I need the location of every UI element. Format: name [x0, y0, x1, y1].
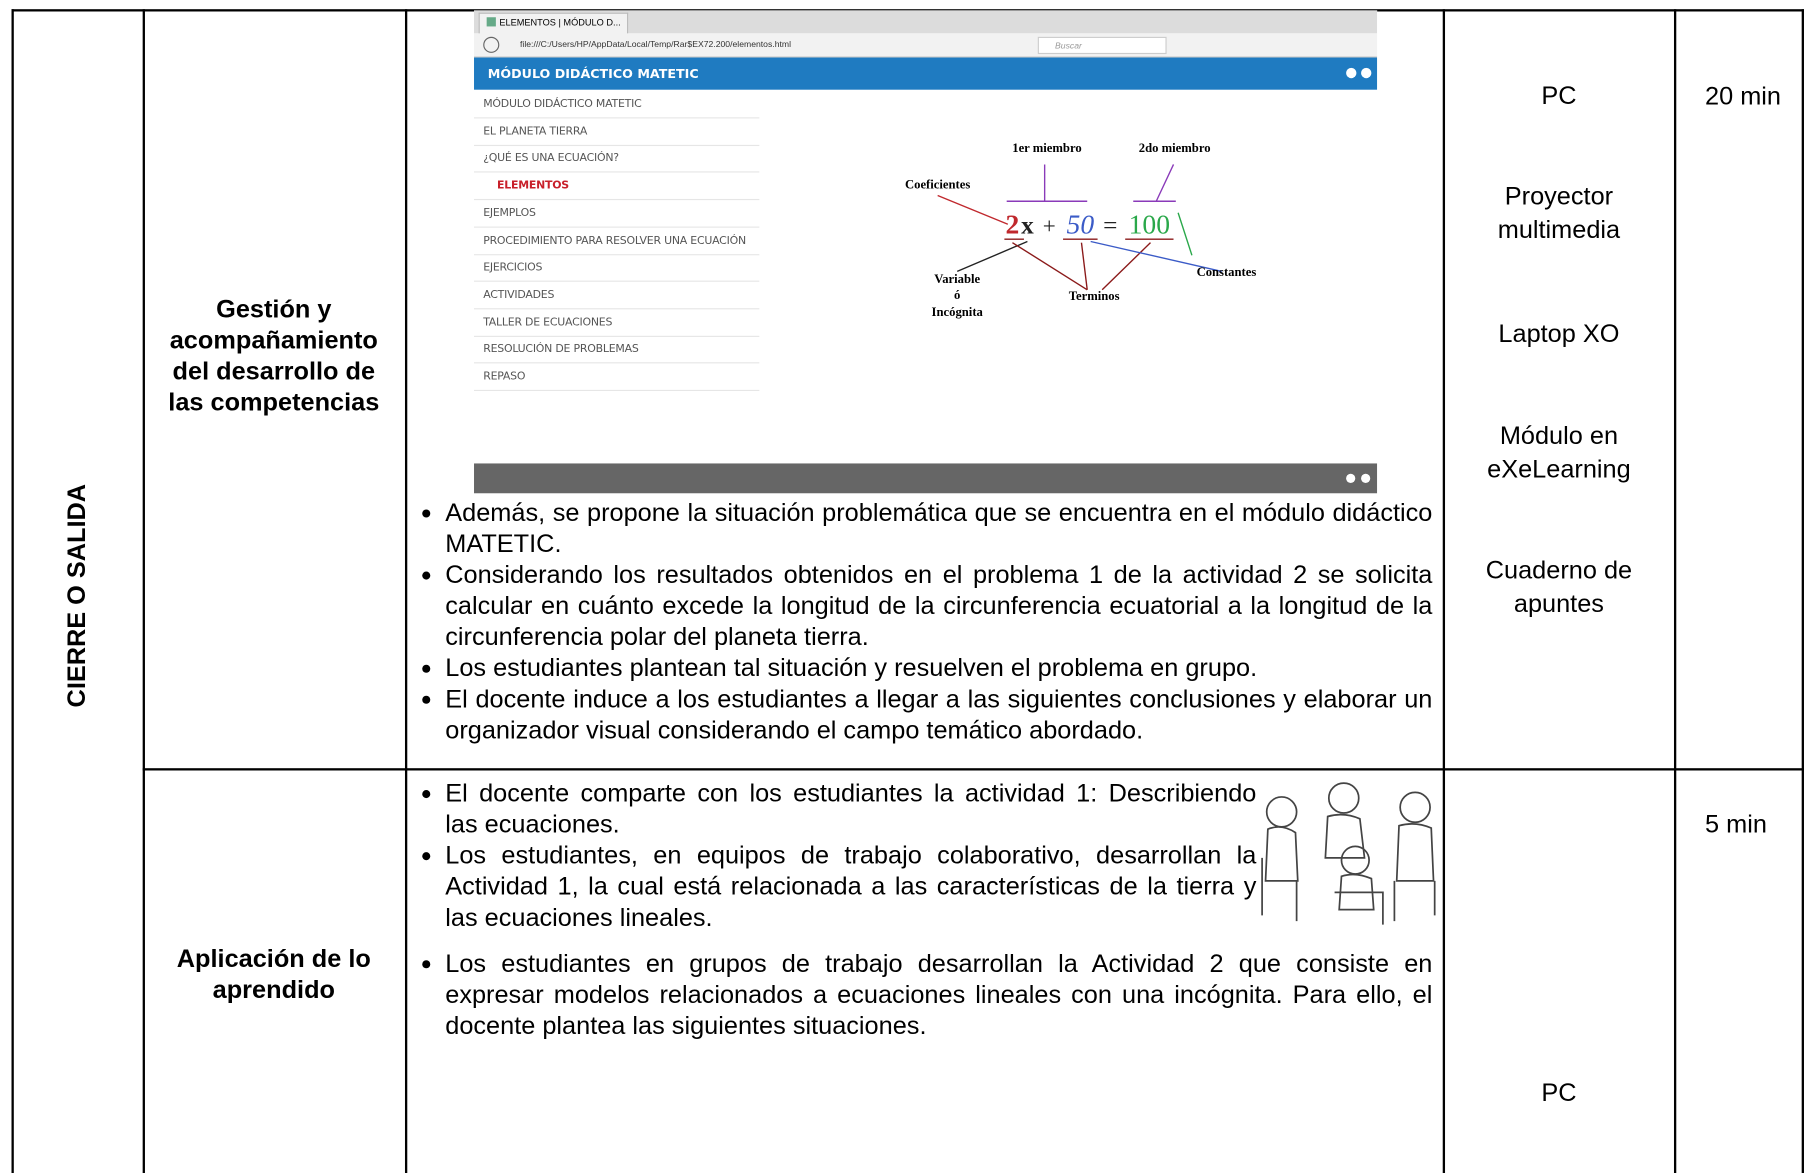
table-border — [142, 768, 1804, 770]
bracket — [1133, 164, 1176, 202]
menu-item: ELEMENTOS — [474, 174, 760, 201]
menu-item: EJEMPLOS — [474, 201, 760, 228]
activity: El docente induce a los estudiantes a ll… — [445, 683, 1432, 745]
pointer-line — [1177, 212, 1193, 256]
module-title: MÓDULO DIDÁCTICO MATETIC — [487, 66, 699, 82]
phase-label: CIERRE O SALIDA — [62, 483, 91, 708]
back-button[interactable] — [483, 36, 500, 53]
resource: Proyector multimedia — [1497, 181, 1621, 244]
label: ó — [954, 288, 960, 302]
browser-tabbar — [474, 10, 1378, 34]
activity: El docente comparte con los estudiantes … — [445, 777, 1256, 839]
pointer-line — [956, 240, 1028, 273]
menu-item: EL PLANETA TIERRA — [474, 119, 760, 146]
info-icon[interactable] — [1346, 67, 1357, 79]
menu-item: EJERCICIOS — [474, 256, 760, 282]
activity: Los estudiantes plantean tal situación y… — [445, 652, 1432, 683]
label: Variable — [934, 272, 980, 286]
label: 2do miembro — [1139, 141, 1211, 155]
menu-item: ACTIVIDADES — [474, 283, 760, 310]
table-border — [1442, 9, 1445, 1173]
children-illustration — [1261, 782, 1436, 925]
table-border — [11, 9, 1804, 11]
module-header: MÓDULO DIDÁCTICO MATETIC — [474, 57, 1378, 90]
resource: Cuaderno de apuntes — [1485, 555, 1633, 618]
label: Terminos — [1069, 289, 1120, 303]
activity: Los estudiantes, en equipos de trabajo c… — [445, 840, 1256, 933]
menu-item: RESOLUCIÓN DE PROBLEMAS — [474, 337, 760, 364]
activity: Los estudiantes en grupos de trabajo des… — [445, 948, 1432, 1041]
equation-diagram: 1er miembro 2do miembro Coeficientes Con… — [905, 141, 1257, 319]
pointer-line — [937, 194, 1009, 225]
time: 20 min — [1705, 81, 1782, 111]
browser-tab: ELEMENTOS | MÓDULO D... — [478, 12, 629, 35]
tab-icon — [486, 17, 496, 27]
table-border — [1673, 9, 1676, 1173]
table-border — [1801, 9, 1804, 1173]
equation-part: + — [1043, 213, 1056, 238]
menu-item: ¿QUÉ ES UNA ECUACIÓN? — [474, 146, 760, 173]
table-border — [404, 9, 407, 1173]
resource: Módulo en eXeLearning — [1487, 420, 1631, 483]
url: file:///C:/Users/HP/AppData/Local/Temp/R… — [520, 39, 792, 50]
process-label: Gestión y acompañamiento del desarrollo … — [168, 294, 380, 417]
process-label: Aplicación de lo aprendido — [176, 944, 371, 1004]
equation-part: 50 — [1067, 208, 1095, 239]
activity-list: Los estudiantes en grupos de trabajo des… — [420, 948, 1432, 1041]
module-footer — [474, 463, 1378, 494]
menu-item: REPASO — [474, 365, 760, 391]
prev-button[interactable] — [1346, 473, 1356, 483]
browser-toolbar: file:///C:/Users/HP/AppData/Local/Temp/R… — [474, 33, 1378, 58]
screenshot: ELEMENTOS | MÓDULO D... file:///C:/Users… — [474, 10, 1378, 494]
label: Incógnita — [932, 305, 984, 319]
menu-item: TALLER DE ECUACIONES — [474, 310, 760, 337]
resource: PC — [1541, 81, 1577, 110]
equation-part: x — [1021, 211, 1034, 239]
label: Constantes — [1197, 265, 1257, 279]
activity: Considerando los resultados obtenidos en… — [445, 559, 1432, 652]
activity-list: El docente comparte con los estudiantes … — [420, 777, 1256, 932]
pointer-line — [1090, 240, 1222, 273]
menu-item: MÓDULO DIDÁCTICO MATETIC — [474, 92, 760, 119]
equation-part: 2 — [1006, 208, 1020, 239]
pointer-line — [1012, 242, 1151, 291]
label: 1er miembro — [1012, 141, 1081, 155]
equation-part: 100 — [1129, 208, 1170, 239]
table-border — [11, 9, 14, 1173]
table-border — [142, 9, 145, 1173]
next-button[interactable] — [1361, 473, 1371, 483]
search-box[interactable]: Buscar — [1037, 36, 1167, 55]
bracket — [1006, 164, 1088, 202]
tab-title: ELEMENTOS | MÓDULO D... — [499, 17, 621, 28]
resource: Laptop XO — [1498, 319, 1620, 348]
close-icon[interactable] — [1361, 67, 1372, 79]
equation-part: = — [1103, 211, 1117, 239]
label: Coeficientes — [905, 178, 970, 192]
menu-item: PROCEDIMIENTO PARA RESOLVER UNA ECUACIÓN — [474, 228, 760, 255]
activity-list: Además, se propone la situación problemá… — [420, 497, 1432, 745]
activity: Además, se propone la situación problemá… — [445, 497, 1432, 559]
search-placeholder: Buscar — [1055, 40, 1082, 51]
resource: PC — [1541, 1078, 1577, 1107]
time: 5 min — [1705, 809, 1767, 839]
